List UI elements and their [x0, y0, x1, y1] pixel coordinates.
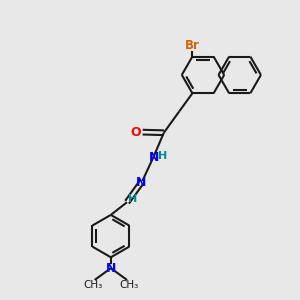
Text: N: N	[136, 176, 146, 189]
Text: O: O	[131, 126, 142, 139]
Text: CH₃: CH₃	[83, 280, 103, 290]
Text: N: N	[106, 262, 116, 275]
Text: CH₃: CH₃	[119, 280, 138, 290]
Text: H: H	[158, 151, 167, 161]
Text: Br: Br	[185, 39, 200, 52]
Text: N: N	[149, 151, 159, 164]
Text: H: H	[128, 194, 137, 204]
